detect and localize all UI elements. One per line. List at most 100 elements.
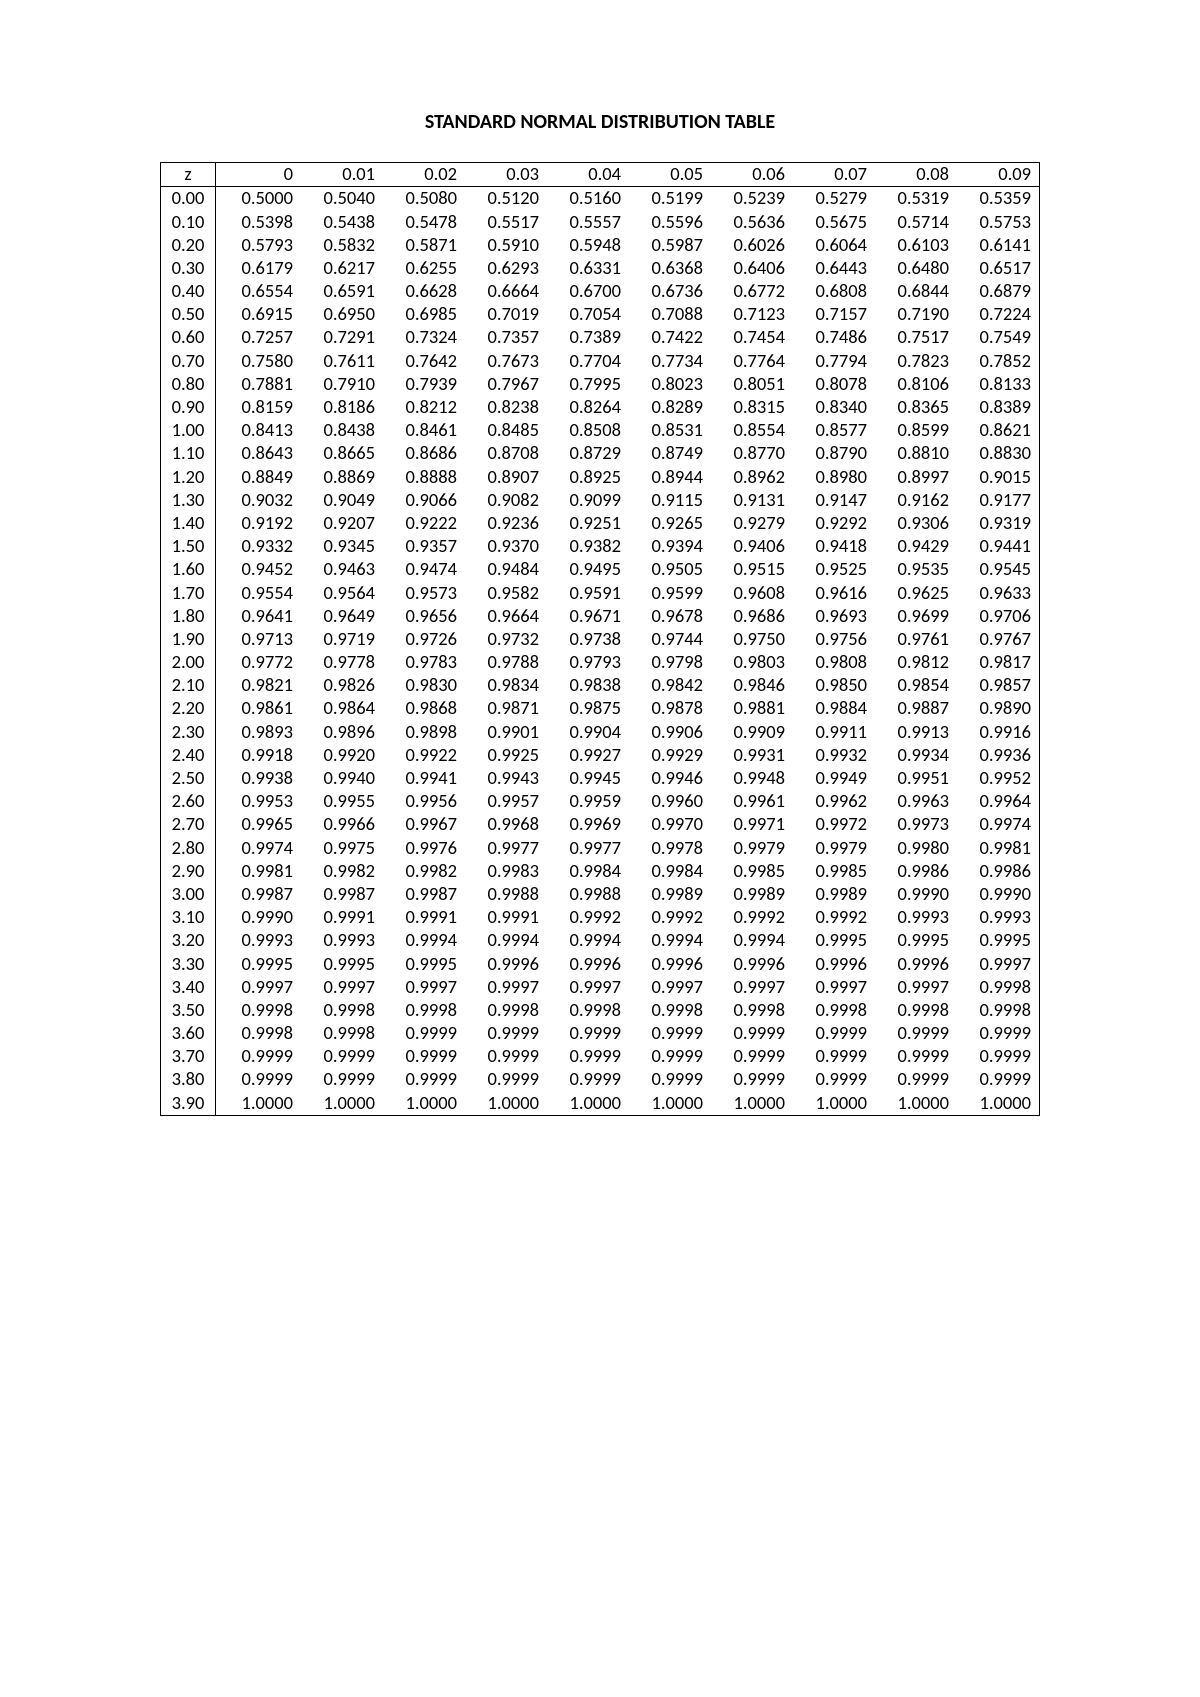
- table-row: 3.901.00001.00001.00001.00001.00001.0000…: [161, 1092, 1040, 1116]
- table-cell: 0.9999: [872, 1045, 954, 1068]
- table-cell: 0.9812: [872, 651, 954, 674]
- table-cell: 0.9995: [954, 929, 1040, 952]
- table-cell: 0.6808: [790, 280, 872, 303]
- table-cell: 0.7881: [216, 373, 299, 396]
- table-cell: 0.8643: [216, 442, 299, 465]
- table-row: 1.500.93320.93450.93570.93700.93820.9394…: [161, 535, 1040, 558]
- table-cell: 0.8686: [380, 442, 462, 465]
- table-cell: 0.6591: [298, 280, 380, 303]
- table-cell: 0.9951: [872, 767, 954, 790]
- table-cell: 0.9999: [380, 1022, 462, 1045]
- table-cell: 0.8531: [626, 419, 708, 442]
- table-row-label: 1.20: [161, 465, 216, 488]
- table-cell: 0.9429: [872, 535, 954, 558]
- table-row-label: 3.20: [161, 929, 216, 952]
- table-cell: 0.9878: [626, 697, 708, 720]
- table-column-header: 0.04: [544, 163, 626, 187]
- table-row: 3.100.99900.99910.99910.99910.99920.9992…: [161, 906, 1040, 929]
- table-cell: 0.9987: [380, 883, 462, 906]
- table-cell: 0.5279: [790, 187, 872, 211]
- table-column-header: 0.06: [708, 163, 790, 187]
- table-row-label: 3.60: [161, 1022, 216, 1045]
- table-cell: 0.9671: [544, 605, 626, 628]
- table-row-label: 2.40: [161, 744, 216, 767]
- table-row: 1.800.96410.96490.96560.96640.96710.9678…: [161, 605, 1040, 628]
- table-cell: 0.9998: [790, 999, 872, 1022]
- table-cell: 0.9995: [216, 952, 299, 975]
- table-cell: 0.9916: [954, 721, 1040, 744]
- table-cell: 0.9808: [790, 651, 872, 674]
- table-cell: 0.5910: [462, 234, 544, 257]
- table-cell: 0.9564: [298, 581, 380, 604]
- table-row-label: 3.70: [161, 1045, 216, 1068]
- table-cell: 0.9995: [790, 929, 872, 952]
- table-cell: 0.9992: [626, 906, 708, 929]
- table-row-label: 2.20: [161, 697, 216, 720]
- table-cell: 0.9678: [626, 605, 708, 628]
- table-cell: 0.6179: [216, 257, 299, 280]
- table-cell: 0.9992: [790, 906, 872, 929]
- table-cell: 0.9332: [216, 535, 299, 558]
- table-cell: 0.5987: [626, 234, 708, 257]
- table-cell: 0.9896: [298, 721, 380, 744]
- table-row-label: 0.30: [161, 257, 216, 280]
- table-cell: 0.9115: [626, 489, 708, 512]
- table-cell: 0.9966: [298, 813, 380, 836]
- table-row-label: 2.10: [161, 674, 216, 697]
- table-cell: 0.9015: [954, 465, 1040, 488]
- table-cell: 0.9999: [954, 1022, 1040, 1045]
- table-cell: 0.9999: [626, 1045, 708, 1068]
- table-cell: 0.9222: [380, 512, 462, 535]
- table-cell: 0.8749: [626, 442, 708, 465]
- table-cell: 0.7389: [544, 326, 626, 349]
- table-cell: 0.9969: [544, 813, 626, 836]
- table-cell: 0.5517: [462, 210, 544, 233]
- table-cell: 0.6217: [298, 257, 380, 280]
- table-cell: 0.9357: [380, 535, 462, 558]
- table-cell: 0.9265: [626, 512, 708, 535]
- table-cell: 0.9929: [626, 744, 708, 767]
- table-row: 0.100.53980.54380.54780.55170.55570.5596…: [161, 210, 1040, 233]
- table-cell: 0.9997: [216, 976, 299, 999]
- table-row: 2.400.99180.99200.99220.99250.99270.9929…: [161, 744, 1040, 767]
- table-cell: 0.8078: [790, 373, 872, 396]
- table-cell: 0.7123: [708, 303, 790, 326]
- table-cell: 0.7486: [790, 326, 872, 349]
- table-cell: 0.9990: [954, 883, 1040, 906]
- table-cell: 0.9992: [708, 906, 790, 929]
- table-cell: 0.9788: [462, 651, 544, 674]
- table-cell: 0.9996: [626, 952, 708, 975]
- table-cell: 0.9922: [380, 744, 462, 767]
- table-cell: 0.9984: [544, 860, 626, 883]
- table-cell: 0.8997: [872, 465, 954, 488]
- table-cell: 0.9713: [216, 628, 299, 651]
- table-cell: 0.6293: [462, 257, 544, 280]
- table-cell: 0.9306: [872, 512, 954, 535]
- table-cell: 0.8461: [380, 419, 462, 442]
- table-cell: 0.9997: [380, 976, 462, 999]
- table-cell: 0.9999: [708, 1068, 790, 1091]
- table-cell: 0.9861: [216, 697, 299, 720]
- table-column-header: 0.01: [298, 163, 380, 187]
- table-cell: 0.7580: [216, 350, 299, 373]
- table-cell: 0.9973: [872, 813, 954, 836]
- table-row-label: 0.00: [161, 187, 216, 211]
- table-cell: 0.9996: [544, 952, 626, 975]
- table-cell: 0.9370: [462, 535, 544, 558]
- table-cell: 0.8962: [708, 465, 790, 488]
- table-cell: 0.5596: [626, 210, 708, 233]
- table-cell: 0.8869: [298, 465, 380, 488]
- table-cell: 0.7224: [954, 303, 1040, 326]
- table-row: 2.800.99740.99750.99760.99770.99770.9978…: [161, 836, 1040, 859]
- table-cell: 0.6255: [380, 257, 462, 280]
- table-cell: 0.5239: [708, 187, 790, 211]
- table-cell: 0.9608: [708, 581, 790, 604]
- table-cell: 0.9990: [216, 906, 299, 929]
- table-cell: 0.9920: [298, 744, 380, 767]
- table-column-header: 0.05: [626, 163, 708, 187]
- table-cell: 0.5319: [872, 187, 954, 211]
- table-row-label: 0.80: [161, 373, 216, 396]
- table-cell: 0.9463: [298, 558, 380, 581]
- table-cell: 0.9726: [380, 628, 462, 651]
- table-cell: 0.9991: [380, 906, 462, 929]
